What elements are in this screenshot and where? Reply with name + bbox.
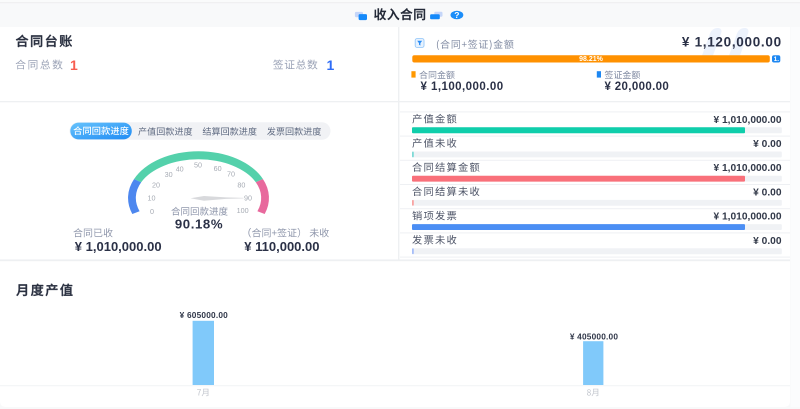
svg-text:¥ 1,120,000.00: ¥ 1,120,000.00: [682, 34, 782, 49]
svg-text:¥ 110,000.00: ¥ 110,000.00: [244, 239, 319, 254]
svg-text:¥ 1,010,000.00: ¥ 1,010,000.00: [714, 115, 782, 126]
svg-text:90: 90: [244, 194, 252, 203]
svg-text:¥ 0.00: ¥ 0.00: [753, 187, 782, 198]
svg-text:0: 0: [150, 207, 154, 216]
svg-text:70: 70: [227, 169, 235, 178]
svg-text:¥ 0.00: ¥ 0.00: [753, 236, 782, 247]
svg-text:¥ 1,010,000.00: ¥ 1,010,000.00: [75, 239, 162, 254]
svg-text:¥ 405000.00: ¥ 405000.00: [570, 332, 619, 342]
svg-text:¥ 1,010,000.00: ¥ 1,010,000.00: [714, 212, 782, 223]
svg-text:20: 20: [152, 181, 160, 190]
svg-text:30: 30: [165, 170, 173, 179]
svg-text:¥ 1,010,000.00: ¥ 1,010,000.00: [714, 163, 782, 174]
svg-text:¥ 1,100,000.00: ¥ 1,100,000.00: [421, 81, 504, 93]
svg-text:80: 80: [237, 181, 245, 190]
svg-text:¥ 0.00: ¥ 0.00: [753, 139, 782, 150]
svg-text:50: 50: [194, 160, 202, 169]
svg-text:1: 1: [70, 57, 78, 73]
svg-text:10: 10: [148, 194, 156, 203]
svg-text:90.18%: 90.18%: [175, 217, 223, 232]
svg-text:?: ?: [454, 10, 459, 20]
svg-text:100: 100: [237, 206, 249, 215]
svg-text:40: 40: [176, 165, 184, 174]
svg-text:¥ 20,000.00: ¥ 20,000.00: [605, 81, 670, 93]
svg-text:60: 60: [214, 164, 222, 173]
svg-text:98.21%: 98.21%: [579, 56, 604, 63]
svg-text:1.: 1.: [774, 56, 780, 63]
svg-text:1: 1: [327, 57, 335, 73]
svg-text:¥ 605000.00: ¥ 605000.00: [180, 310, 229, 320]
